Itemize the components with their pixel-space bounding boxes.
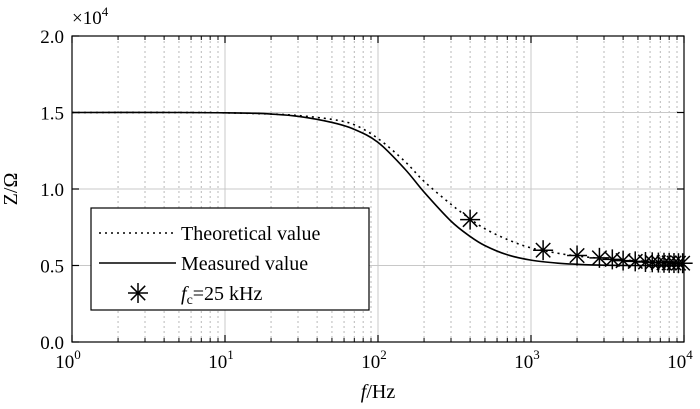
- y-tick-label: 1.5: [40, 104, 64, 125]
- legend-star-glyph: [128, 283, 148, 303]
- series-measured-line: [71, 111, 685, 267]
- axis-ticks: [71, 35, 685, 343]
- x-tick-label: 104: [667, 347, 693, 373]
- y-exponent-label: ×104: [72, 4, 109, 29]
- data-curves: [71, 111, 685, 267]
- data-point-star: [613, 250, 634, 271]
- data-point-star: [533, 240, 554, 261]
- data-point-star: [460, 209, 481, 230]
- data-markers: [460, 209, 693, 274]
- legend-marker-star: [128, 283, 148, 303]
- data-point-star: [567, 245, 588, 266]
- x-tick-label: 101: [208, 347, 234, 373]
- data-point-star: [589, 247, 610, 268]
- y-tick-label: 0.5: [40, 257, 64, 278]
- y-tick-label: 0.0: [40, 333, 64, 354]
- y-axis-label: Z/Ω: [0, 173, 22, 206]
- data-point-star: [672, 253, 693, 274]
- x-tick-label: 103: [514, 347, 540, 373]
- x-axis-label: f/Hz: [361, 381, 396, 403]
- data-point-star: [602, 249, 623, 270]
- legend-label-theoretical: Theoretical value: [181, 223, 320, 245]
- legend-label-marker: fc=25 kHz: [181, 283, 263, 308]
- y-tick-label: 1.0: [40, 180, 64, 201]
- legend: Theoretical value Measured value fc=25 k…: [90, 207, 370, 311]
- x-tick-label: 100: [55, 347, 81, 373]
- x-tick-label: 102: [361, 347, 387, 373]
- y-tick-label: 2.0: [40, 27, 64, 48]
- legend-label-measured: Measured value: [181, 253, 308, 275]
- tick-labels: 0.0 0.5 1.0 1.5 2.0 100 101 102 103 104: [40, 27, 693, 373]
